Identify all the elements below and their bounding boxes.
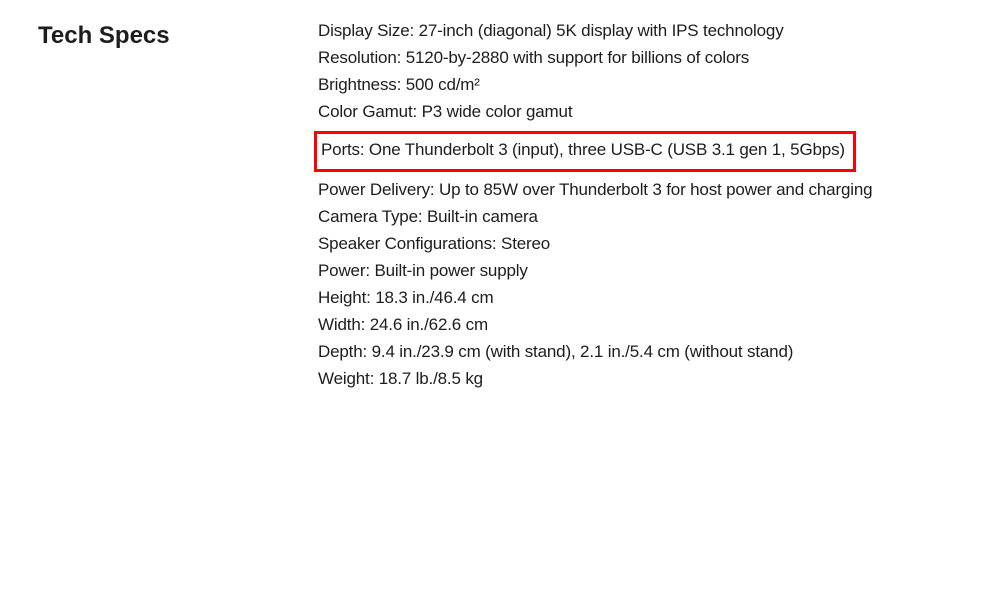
spec-row: Color Gamut: P3 wide color gamut [318,99,872,126]
spec-text-highlighted: Ports: One Thunderbolt 3 (input), three … [314,131,856,172]
spec-text: Color Gamut: P3 wide color gamut [318,93,572,130]
tech-specs-container: Tech Specs Display Size: 27-inch (diagon… [38,18,998,393]
section-title: Tech Specs [38,18,318,51]
spec-row: Weight: 18.7 lb./8.5 kg [318,366,872,393]
specs-list: Display Size: 27-inch (diagonal) 5K disp… [318,18,872,393]
spec-row-highlighted: Ports: One Thunderbolt 3 (input), three … [318,126,872,177]
spec-text: Weight: 18.7 lb./8.5 kg [318,360,483,397]
